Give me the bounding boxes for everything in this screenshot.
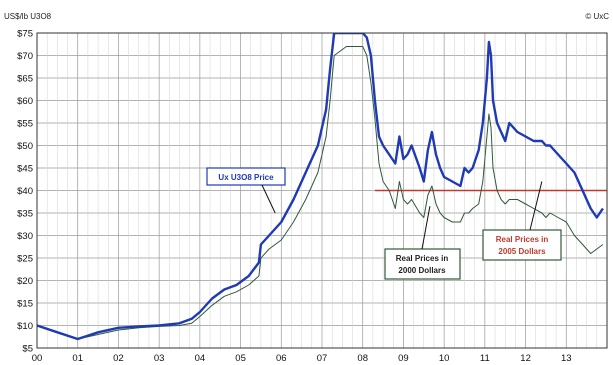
unit-label: US$/lb U3O8 bbox=[4, 12, 52, 21]
x-tick-label: 00 bbox=[32, 353, 43, 364]
annotation-real-2000-box bbox=[384, 248, 461, 280]
annotation-real-2005-pointer bbox=[529, 181, 543, 231]
y-tick-label: $60 bbox=[17, 96, 33, 107]
y-tick-label: $70 bbox=[17, 51, 33, 62]
annotation-real-2000-pointer bbox=[421, 206, 431, 250]
y-tick-label: $65 bbox=[17, 74, 33, 85]
y-tick-label: $35 bbox=[17, 209, 33, 220]
annotation-real-2005-box bbox=[482, 229, 562, 261]
annotation-real-2005-line2: 2005 Dollars bbox=[498, 247, 546, 256]
x-tick-label: 11 bbox=[480, 353, 490, 364]
x-tick-label: 06 bbox=[276, 353, 287, 364]
y-tick-label: $15 bbox=[17, 299, 33, 310]
y-tick-label: $5 bbox=[22, 344, 33, 355]
series-ux-price-line bbox=[37, 33, 604, 341]
x-axis-ticks: 00 01 02 03 04 05 06 07 08 09 10 11 12 13 bbox=[32, 353, 572, 364]
series-lines bbox=[37, 33, 607, 341]
y-tick-label: $25 bbox=[17, 254, 33, 265]
y-tick-label: $10 bbox=[17, 321, 33, 332]
x-tick-label: 12 bbox=[520, 353, 531, 364]
annotation-real-2005: Real Prices in 2005 Dollars bbox=[482, 181, 562, 261]
annotation-ux-price-box bbox=[206, 167, 286, 186]
y-tick-label: $40 bbox=[17, 186, 33, 197]
x-tick-label: 03 bbox=[154, 353, 165, 364]
x-tick-label: 05 bbox=[235, 353, 246, 364]
annotation-ux-price-text: Ux U3O8 Price bbox=[218, 173, 274, 182]
x-tick-label: 09 bbox=[398, 353, 409, 364]
x-tick-label: 01 bbox=[72, 353, 83, 364]
annotation-ux-price-pointer bbox=[261, 184, 276, 214]
annotation-real-2005-line1: Real Prices in bbox=[496, 235, 549, 244]
y-tick-label: $30 bbox=[17, 231, 33, 242]
annotation-real-2000-line2: 2000 Dollars bbox=[398, 266, 446, 275]
y-tick-label: $55 bbox=[17, 119, 33, 130]
grid bbox=[36, 32, 607, 349]
x-tick-label: 13 bbox=[561, 353, 572, 364]
y-tick-label: $50 bbox=[17, 141, 33, 152]
x-tick-label: 04 bbox=[195, 353, 206, 364]
plot-frame bbox=[36, 32, 608, 349]
annotation-real-2000: Real Prices in 2000 Dollars bbox=[384, 206, 461, 280]
x-tick-label: 10 bbox=[439, 353, 450, 364]
y-tick-label: $45 bbox=[17, 164, 33, 175]
y-tick-label: $20 bbox=[17, 276, 33, 287]
x-tick-label: 07 bbox=[317, 353, 328, 364]
x-tick-label: 08 bbox=[357, 353, 368, 364]
annotation-ux-price: Ux U3O8 Price bbox=[206, 167, 286, 214]
x-tick-label: 02 bbox=[113, 353, 124, 364]
copyright-label: © UxC bbox=[585, 12, 609, 21]
annotation-real-2000-line1: Real Prices in bbox=[396, 254, 449, 263]
y-tick-label: $75 bbox=[17, 29, 33, 40]
y-axis-ticks: $75 $70 $65 $60 $55 $50 $45 $40 $35 $30 $25 $20 $15 $… bbox=[17, 29, 33, 355]
series-real-2000-line bbox=[37, 46, 604, 340]
